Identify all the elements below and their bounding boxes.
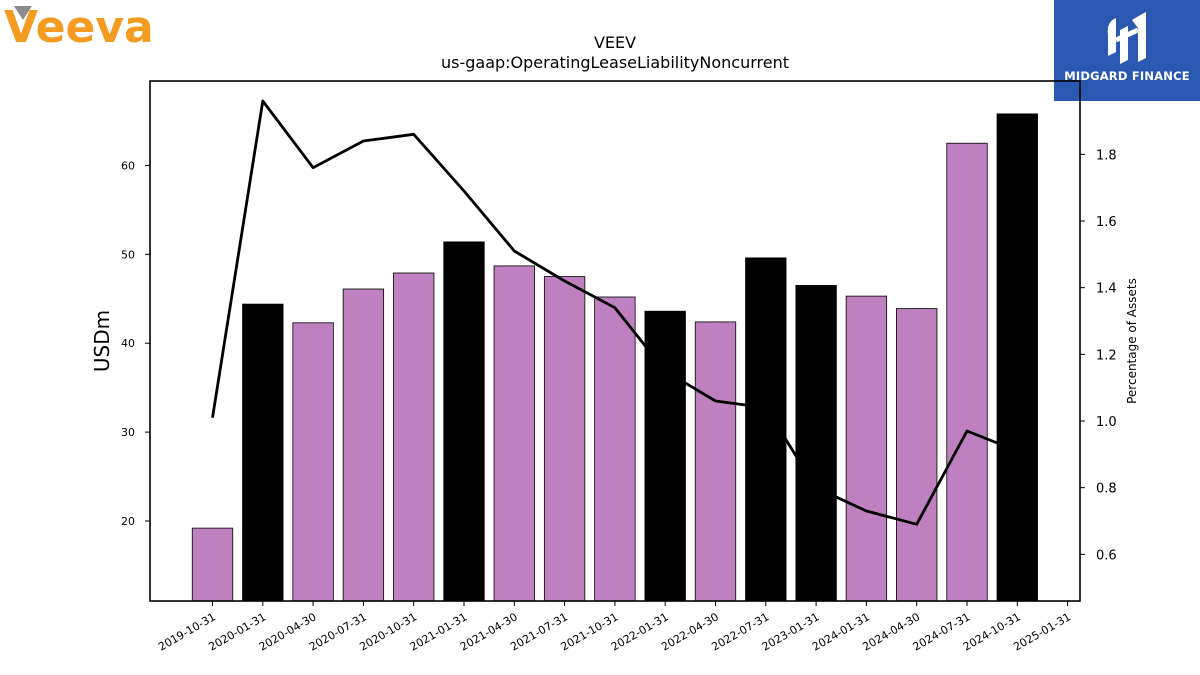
x-tick-label: 2025-01-31 (1011, 610, 1073, 653)
y-tick-label: 30 (121, 426, 135, 439)
y-tick-label: 40 (121, 337, 135, 350)
bar (845, 295, 888, 602)
bar (543, 276, 586, 602)
bar (946, 142, 988, 602)
bar (191, 527, 234, 602)
y-tick-label: 50 (121, 248, 135, 261)
midgard-finance-logo: MIDGARD FINANCE (1054, 0, 1200, 101)
bar (795, 285, 837, 602)
chart-subtitle: us-gaap:OperatingLeaseLiabilityNoncurren… (440, 53, 790, 72)
y-right-tick-label: 1.8 (1096, 148, 1117, 163)
bar (393, 272, 435, 602)
bar (493, 265, 535, 602)
bar (594, 296, 636, 602)
bar (292, 322, 334, 602)
bar (342, 288, 385, 602)
bar (694, 321, 737, 602)
midgard-logo-text: MIDGARD FINANCE (1064, 69, 1190, 83)
bar (242, 303, 284, 602)
y-axis-label: USDm (90, 310, 114, 372)
y-right-tick-label: 1.6 (1096, 215, 1117, 230)
veeva-logo: Veeva (4, 2, 174, 53)
y-right-tick-label: 1.4 (1096, 282, 1117, 297)
y-tick-label: 20 (121, 515, 135, 528)
bar (443, 241, 485, 602)
chart-title: VEEV (593, 33, 637, 52)
y-right-axis-label: Percentage of Assets (1125, 278, 1139, 404)
bar (996, 113, 1038, 602)
y-right-tick-label: 0.8 (1096, 482, 1117, 497)
y-right-tick-label: 1.2 (1096, 348, 1117, 363)
y-right-tick-label: 1.0 (1096, 415, 1117, 430)
veeva-logo-text: Veeva (4, 4, 154, 48)
y-right-tick-label: 0.6 (1096, 548, 1117, 563)
percentage-line (211, 99, 1018, 526)
y-tick-label: 60 (121, 159, 135, 172)
midgard-emblem-icon (1107, 12, 1146, 64)
bar (896, 308, 938, 602)
